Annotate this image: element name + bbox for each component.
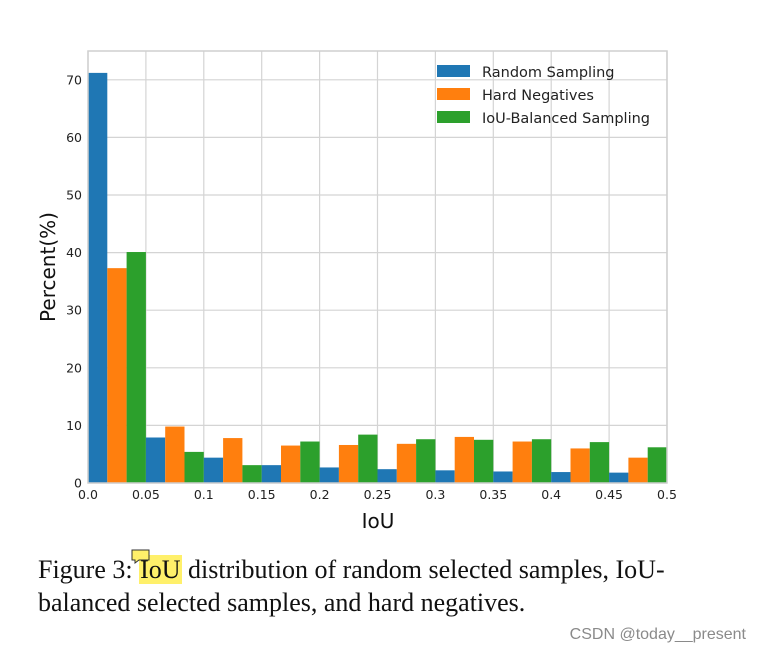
x-tick-label: 0.4: [541, 487, 561, 502]
bar-iou-balanced-sampling: [647, 447, 667, 483]
bar-iou-balanced-sampling: [242, 465, 262, 483]
legend-swatch: [437, 88, 470, 100]
annotation-note-icon[interactable]: [131, 549, 150, 564]
x-tick-label: 0.25: [364, 487, 392, 502]
bar-random-sampling: [88, 72, 108, 483]
bar-hard-negatives: [512, 441, 532, 483]
bar-hard-negatives: [281, 445, 301, 483]
x-tick-label: 0.1: [194, 487, 214, 502]
x-tick-label: 0.15: [248, 487, 276, 502]
bar-iou-balanced-sampling: [531, 439, 552, 483]
plot-frame: [87, 50, 668, 484]
bar-random-sampling: [145, 437, 166, 483]
caption-line1-rest: distribution of random selected samples,…: [181, 555, 665, 584]
y-tick-label: 20: [66, 360, 82, 375]
caption-prefix: Figure 3:: [38, 555, 140, 584]
y-tick-label: 50: [66, 188, 82, 203]
bar-random-sampling: [377, 469, 397, 483]
bar-hard-negatives: [628, 457, 648, 483]
bar-hard-negatives: [570, 448, 590, 483]
x-tick-label: 0.0: [78, 487, 98, 502]
y-tick-label: 70: [66, 72, 82, 87]
chart-legend: Random Sampling Hard Negatives IoU-Balance…: [437, 65, 650, 127]
bar-hard-negatives: [454, 436, 474, 483]
y-tick-label: 60: [66, 130, 82, 145]
y-tick-label: 0: [74, 476, 82, 491]
chart-bars: [88, 72, 667, 483]
bar-random-sampling: [551, 472, 571, 483]
bar-random-sampling: [261, 465, 281, 483]
x-tick-label: 0.2: [310, 487, 330, 502]
y-tick-label: 40: [66, 245, 82, 260]
x-axis-label: IoU: [362, 509, 395, 533]
legend-label: Hard Negatives: [482, 88, 594, 104]
x-tick-label: 0.35: [479, 487, 507, 502]
bar-random-sampling: [609, 472, 629, 483]
bar-random-sampling: [319, 467, 339, 483]
bar-hard-negatives: [107, 268, 127, 483]
bar-iou-balanced-sampling: [358, 434, 378, 483]
y-tick-label: 30: [66, 303, 82, 318]
bar-iou-balanced-sampling: [300, 441, 320, 483]
bar-random-sampling: [493, 471, 513, 483]
legend-swatch: [437, 65, 470, 77]
x-tick-label: 0.05: [132, 487, 160, 502]
bar-iou-balanced-sampling: [126, 252, 146, 483]
x-tick-label: 0.5: [657, 487, 677, 502]
iou-distribution-chart: 0.0 0.05 0.1 0.15 0.2 0.25 0.3 0.35 0.4 0.45 0.5 0 1…: [36, 50, 677, 533]
bar-hard-negatives: [396, 443, 417, 483]
legend-swatch: [437, 111, 470, 123]
bar-hard-negatives: [165, 426, 185, 483]
caption-line2: balanced selected samples, and hard nega…: [38, 588, 526, 617]
bar-iou-balanced-sampling: [184, 451, 204, 483]
x-tick-label: 0.3: [425, 487, 445, 502]
watermark: CSDN @today__present: [569, 626, 746, 643]
bar-hard-negatives: [223, 438, 243, 483]
axis-ticks: 0.0 0.05 0.1 0.15 0.2 0.25 0.3 0.35 0.4 0.45 0.5 0 1…: [66, 72, 677, 502]
bar-hard-negatives: [338, 444, 359, 483]
figure-caption: Figure 3: IoU distribution of random sel…: [38, 553, 718, 619]
legend-label: IoU-Balanced Sampling: [482, 111, 650, 127]
bar-iou-balanced-sampling: [589, 442, 610, 483]
x-tick-label: 0.45: [595, 487, 623, 502]
bar-random-sampling: [435, 470, 455, 483]
bar-random-sampling: [203, 457, 224, 483]
legend-label: Random Sampling: [482, 65, 615, 81]
bar-iou-balanced-sampling: [416, 439, 436, 483]
bar-iou-balanced-sampling: [474, 439, 494, 483]
y-tick-label: 10: [66, 418, 82, 433]
y-axis-label: Percent(%): [36, 212, 60, 322]
